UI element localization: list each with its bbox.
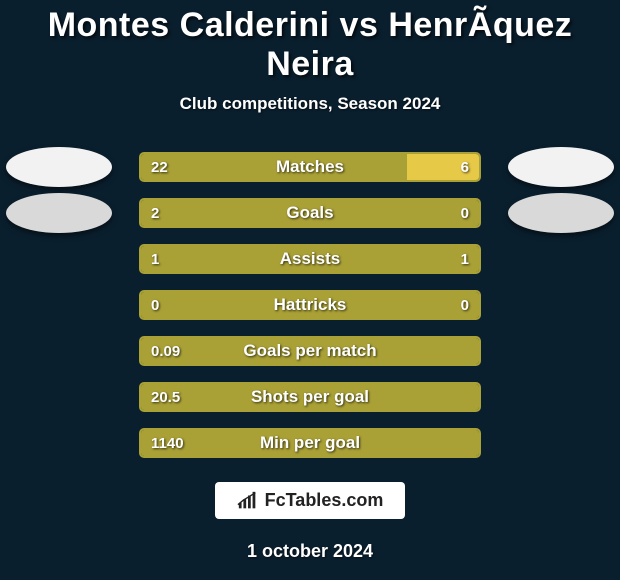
stats-list: 226Matches 20Goals 11Assists 00Hattricks 0.0… [0, 152, 620, 458]
bar-left-fill [141, 384, 479, 410]
team-logo-right [508, 193, 614, 233]
brand-text: FcTables.com [265, 490, 384, 511]
stat-row: 0.09Goals per match [0, 336, 620, 366]
stat-bar: 00Hattricks [139, 290, 481, 320]
team-logo-left [6, 193, 112, 233]
stat-row: 20.5Shots per goal [0, 382, 620, 412]
bar-left-fill [141, 200, 479, 226]
date-label: 1 october 2024 [247, 541, 373, 562]
bar-left-fill [141, 246, 479, 272]
stat-bar: 20Goals [139, 198, 481, 228]
team-logo-right [508, 147, 614, 187]
comparison-card: Montes Calderini vs HenrÃ­quez Neira Clu… [0, 0, 620, 580]
stat-bar: 226Matches [139, 152, 481, 182]
bar-left-fill [141, 430, 479, 456]
bar-left-fill [141, 154, 407, 180]
chart-icon [237, 491, 259, 511]
stat-bar: 1140Min per goal [139, 428, 481, 458]
stat-row: 226Matches [0, 152, 620, 182]
stat-bar: 20.5Shots per goal [139, 382, 481, 412]
stat-bar: 11Assists [139, 244, 481, 274]
bar-right-fill [407, 154, 479, 180]
stat-row: 20Goals [0, 198, 620, 228]
bar-left-fill [141, 338, 479, 364]
stat-row: 1140Min per goal [0, 428, 620, 458]
subtitle: Club competitions, Season 2024 [180, 94, 441, 114]
bar-left-fill [141, 292, 479, 318]
page-title: Montes Calderini vs HenrÃ­quez Neira [0, 6, 620, 84]
stat-bar: 0.09Goals per match [139, 336, 481, 366]
team-logo-left [6, 147, 112, 187]
stat-row: 11Assists [0, 244, 620, 274]
stat-row: 00Hattricks [0, 290, 620, 320]
brand-badge: FcTables.com [215, 482, 406, 519]
